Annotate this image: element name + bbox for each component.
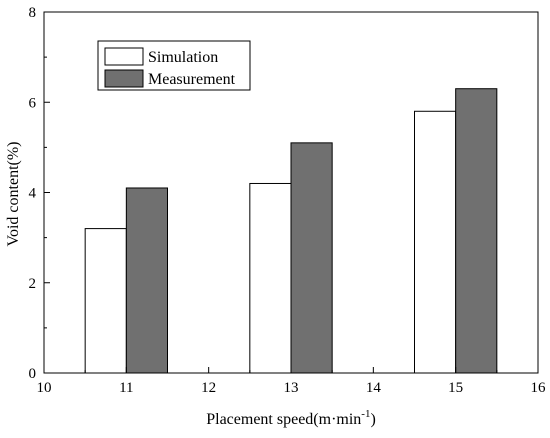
legend-label-measurement: Measurement	[148, 71, 236, 88]
bars-layer	[84, 88, 498, 374]
legend: Simulation Measurement	[97, 40, 251, 91]
legend-label-simulation: Simulation	[148, 49, 218, 66]
x-tick-label-10: 10	[37, 380, 52, 396]
y-tick-label-2: 2	[29, 276, 37, 292]
legend-swatch-simulation	[104, 47, 144, 66]
x-tick-label-11: 11	[119, 380, 133, 396]
x-axis-label-text: Placement speed(m·min	[206, 411, 361, 428]
y-tick-label-4: 4	[29, 186, 37, 202]
x-tick-label-15: 15	[448, 380, 463, 396]
x-axis-label-superscript: -1	[361, 408, 370, 420]
bar-measurement-15	[455, 88, 498, 374]
x-tick-label-16: 16	[531, 380, 547, 396]
bar-simulation-13	[249, 182, 292, 374]
x-axis-label-close: )	[370, 411, 375, 428]
x-tick-label-13: 13	[284, 380, 299, 396]
bar-measurement-11	[125, 187, 169, 374]
legend-swatch-measurement	[104, 69, 144, 88]
y-tick-label-0: 0	[29, 366, 37, 382]
x-tick-label-12: 12	[201, 380, 216, 396]
y-tick-label-8: 8	[29, 5, 37, 21]
ticks-layer: 10 11 12 13 14 15 16 0 2 4 6 8	[29, 5, 547, 396]
bar-simulation-15	[414, 110, 457, 374]
y-axis-label: Void content(%)	[5, 141, 22, 246]
x-axis-label: Placement speed(m·min-1)	[206, 408, 376, 428]
bar-measurement-13	[290, 142, 333, 374]
bar-simulation-11	[84, 228, 127, 374]
x-tick-label-14: 14	[366, 380, 382, 396]
y-tick-label-6: 6	[29, 95, 37, 111]
